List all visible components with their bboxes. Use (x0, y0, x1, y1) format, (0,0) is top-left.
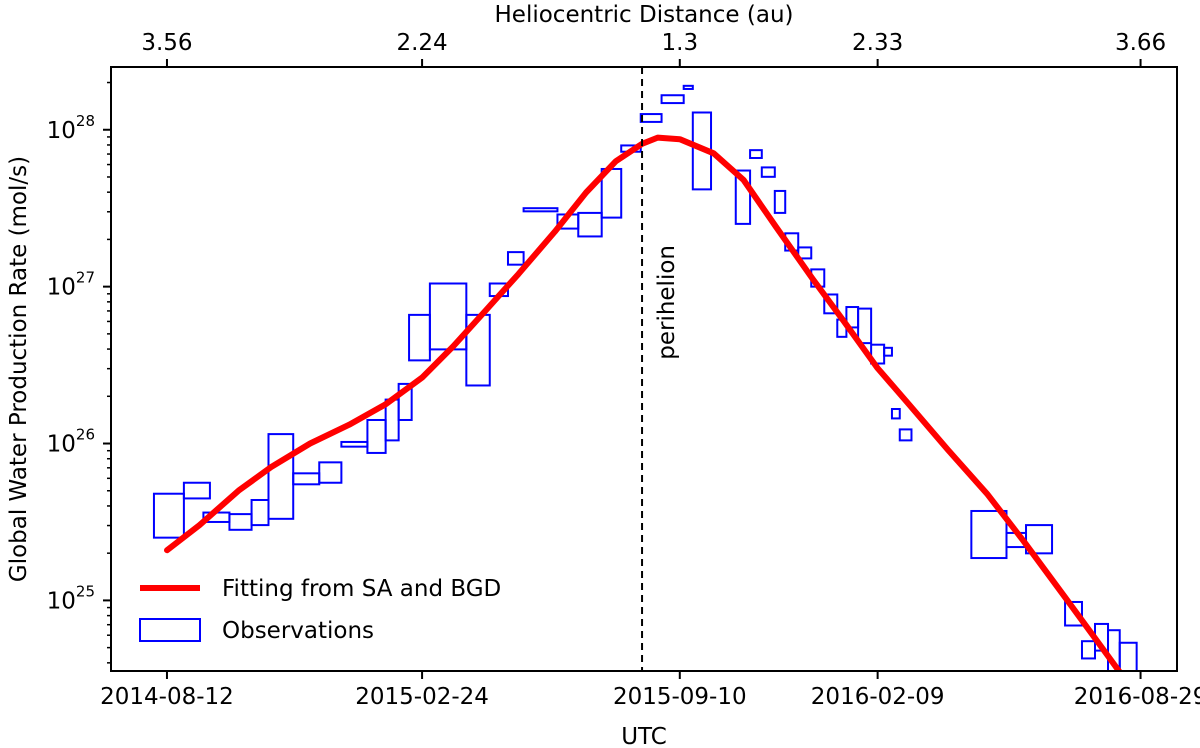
legend-fit-label: Fitting from SA and BGD (222, 576, 501, 602)
observation-box (408, 313, 431, 362)
observation-box (250, 498, 270, 527)
observation-box (970, 509, 1008, 560)
observation-box (749, 149, 763, 159)
observation-box (1080, 640, 1097, 660)
top-tick-label: 1.3 (662, 30, 699, 56)
top-tick-label: 2.24 (396, 30, 447, 56)
observation-box (267, 433, 295, 520)
observation-box (883, 346, 893, 357)
observation-box (292, 472, 321, 486)
observation-box (340, 440, 369, 448)
y-tick-exponent: 28 (76, 112, 95, 130)
y-tick-label: 1027 (47, 269, 95, 301)
observation-box (660, 94, 685, 105)
y-axis-label: Global Water Production Rate (mol/s) (6, 156, 32, 582)
y-tick-exponent: 27 (76, 269, 95, 287)
y-tick-exponent: 25 (76, 582, 95, 600)
legend-observations-swatch (139, 618, 201, 642)
fit-curve-group (164, 134, 1123, 671)
observation-box (366, 418, 387, 454)
observation-box (797, 246, 813, 260)
observation-box (1025, 524, 1054, 555)
top-axis-label: Heliocentric Distance (au) (495, 2, 794, 28)
x-tick-label: 2016-08-29 (1074, 684, 1200, 710)
observation-box (522, 207, 559, 213)
y-tick-base: 10 (47, 432, 76, 458)
y-tick-label: 1028 (47, 112, 95, 144)
x-axis-label: UTC (621, 724, 667, 748)
y-tick-base: 10 (47, 588, 76, 614)
observation-box (890, 408, 901, 420)
observation-box (577, 211, 603, 238)
y-tick-label: 1025 (47, 582, 95, 614)
observation-box (318, 461, 343, 484)
y-tick-label: 1026 (47, 426, 95, 458)
x-tick-label: 2015-09-10 (613, 684, 747, 710)
observation-box (152, 492, 185, 539)
observation-box (639, 113, 663, 123)
axes-group: perihelion 2014-08-12 2015-02-24 2015-09-10… (6, 2, 1200, 748)
y-tick-base: 10 (47, 275, 76, 301)
x-tick-label: 2015-02-24 (355, 684, 489, 710)
observation-box (823, 293, 839, 315)
observation-box (1064, 600, 1083, 627)
y-tick-exponent: 26 (76, 426, 95, 444)
top-tick-label: 3.66 (1115, 30, 1166, 56)
observation-box (773, 189, 787, 214)
observation-box (397, 382, 413, 421)
legend-observations-label: Observations (222, 618, 374, 644)
fit-line (164, 134, 1123, 671)
y-tick-base: 10 (47, 118, 76, 144)
perihelion-label: perihelion (654, 245, 680, 360)
legend: Fitting from SA and BGD Observations (139, 576, 501, 644)
top-tick-label: 2.33 (852, 30, 903, 56)
observation-boxes (152, 84, 1138, 671)
top-tick-label: 3.56 (141, 30, 192, 56)
x-tick-label: 2014-08-12 (100, 684, 234, 710)
x-tick-label: 2016-02-09 (811, 684, 945, 710)
observation-box (506, 251, 525, 266)
observation-box (898, 428, 913, 442)
observation-box (682, 84, 694, 90)
observation-box (1118, 641, 1138, 671)
observation-box (182, 481, 211, 500)
observation-box (228, 513, 253, 531)
observation-box (734, 169, 752, 225)
observation-box (760, 166, 776, 178)
observation-box (857, 307, 873, 345)
